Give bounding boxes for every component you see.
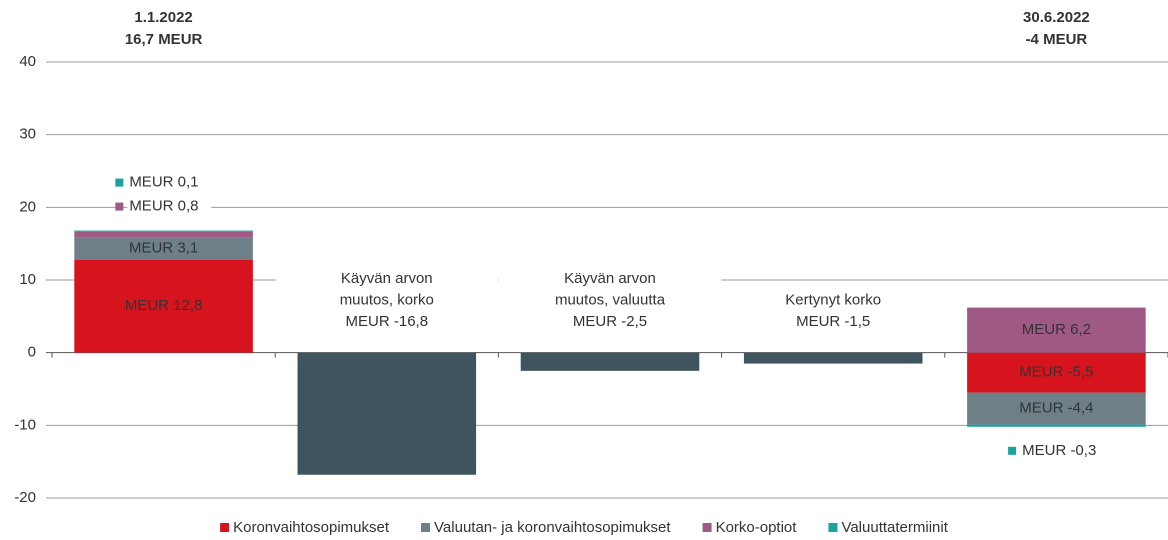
- data-label: MEUR 0,1: [129, 174, 198, 191]
- data-label: Kertynyt korko: [785, 291, 881, 308]
- data-label: MEUR -0,3: [1022, 442, 1096, 459]
- y-tick-label: -20: [14, 489, 36, 506]
- label-bg: [498, 267, 722, 334]
- label-marker: [115, 202, 124, 211]
- bar-segment: [967, 392, 1146, 425]
- data-label: MEUR -16,8: [346, 313, 429, 330]
- bar-segment: [967, 424, 1146, 427]
- data-label: Käyvän arvon: [341, 270, 433, 287]
- label-marker: [115, 178, 124, 187]
- bar-segment: [74, 230, 253, 232]
- bar-segment: [967, 352, 1146, 393]
- y-tick-label: 10: [19, 271, 36, 288]
- bar-segment: [967, 307, 1146, 353]
- data-label: MEUR 0,8: [129, 198, 198, 215]
- data-label: MEUR -5,5: [1019, 364, 1093, 381]
- label-bg: [721, 288, 945, 334]
- y-tick-label: -10: [14, 416, 36, 433]
- data-label: Käyvän arvon: [564, 270, 656, 287]
- legend-label: Valuuttatermiinit: [841, 519, 948, 536]
- top-label: 30.6.2022: [1023, 9, 1090, 26]
- data-label: MEUR 3,1: [129, 239, 198, 256]
- label-bg: [275, 267, 499, 334]
- data-label: MEUR -1,5: [796, 313, 870, 330]
- legend-marker: [220, 523, 230, 532]
- label-bg: [127, 197, 212, 216]
- data-label: muutos, valuutta: [555, 291, 666, 308]
- legend-marker: [702, 523, 712, 532]
- label-marker: [1008, 446, 1017, 455]
- data-label: MEUR -4,4: [1019, 400, 1093, 417]
- data-label: MEUR -2,5: [573, 313, 647, 330]
- bar-segment: [74, 231, 253, 238]
- data-label: muutos, korko: [340, 291, 434, 308]
- legend-label: Korko-optiot: [716, 519, 798, 536]
- y-tick-label: 0: [28, 344, 36, 361]
- bar: [297, 352, 477, 475]
- legend-label: Valuutan- ja koronvaihtosopimukset: [434, 519, 671, 536]
- y-tick-label: 40: [19, 53, 36, 70]
- bar: [743, 352, 923, 364]
- top-label: 16,7 MEUR: [125, 31, 203, 48]
- bar-segment: [74, 259, 253, 353]
- legend-label: Koronvaihtosopimukset: [233, 519, 390, 536]
- data-label: MEUR 6,2: [1022, 321, 1091, 338]
- bar: [520, 352, 700, 371]
- y-tick-label: 20: [19, 198, 36, 215]
- label-bg: [1020, 441, 1105, 460]
- label-bg: [127, 173, 212, 192]
- bar-segment: [74, 237, 253, 260]
- top-label: 1.1.2022: [134, 9, 192, 26]
- top-label: -4 MEUR: [1026, 31, 1088, 48]
- data-label: MEUR 12,8: [125, 297, 203, 314]
- y-tick-label: 30: [19, 126, 36, 143]
- legend-marker: [828, 523, 838, 532]
- legend-marker: [421, 523, 431, 532]
